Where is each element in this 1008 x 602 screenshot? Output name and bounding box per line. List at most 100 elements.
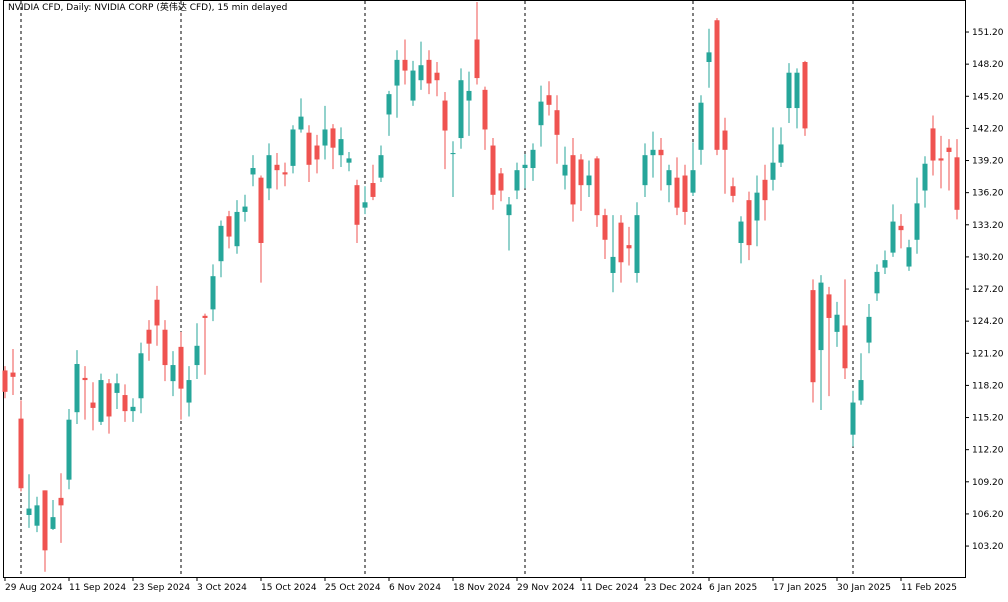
candle-body xyxy=(914,203,920,240)
candle-body xyxy=(738,221,744,243)
candle-body xyxy=(810,290,816,383)
candle-body xyxy=(458,80,464,139)
candle-body xyxy=(938,158,944,161)
candle-body xyxy=(306,132,312,165)
candle-body xyxy=(730,186,736,196)
candle-body xyxy=(634,215,640,273)
x-tick-label: 23 Dec 2024 xyxy=(645,583,703,593)
candle-body xyxy=(498,173,504,191)
candle-body xyxy=(234,211,240,247)
candle-body xyxy=(882,260,888,268)
candle-body xyxy=(418,65,424,81)
candle-body xyxy=(106,383,112,417)
candle-body xyxy=(690,170,696,193)
candle-body xyxy=(818,282,824,351)
candle-body xyxy=(170,365,176,382)
y-tick-label: 103.20 xyxy=(972,542,1004,552)
candle-body xyxy=(466,90,472,101)
candle-body xyxy=(314,145,320,160)
x-tick-label: 18 Nov 2024 xyxy=(453,583,511,593)
y-tick-label: 106.20 xyxy=(972,510,1004,520)
y-tick-label: 112.20 xyxy=(972,446,1004,456)
candle-body xyxy=(18,418,24,489)
y-tick-label: 151.20 xyxy=(972,28,1004,38)
candle-body xyxy=(626,245,632,249)
x-tick-label: 11 Dec 2024 xyxy=(581,583,639,593)
candle-body xyxy=(146,329,152,344)
candle-body xyxy=(874,271,880,294)
x-tick-label: 11 Feb 2025 xyxy=(901,583,957,593)
candle-body xyxy=(682,175,688,212)
candle-body xyxy=(802,62,808,129)
x-tick-label: 29 Nov 2024 xyxy=(517,583,575,593)
candle-body xyxy=(898,225,904,231)
candle-body xyxy=(866,316,872,343)
candle-body xyxy=(42,490,48,551)
candle-body xyxy=(194,345,200,366)
y-tick-label: 136.20 xyxy=(972,189,1004,199)
candle-body xyxy=(66,419,72,480)
candle-body xyxy=(426,59,432,84)
candle-body xyxy=(82,377,88,381)
candle-body xyxy=(778,144,784,163)
candle-body xyxy=(178,346,184,389)
candle-body xyxy=(610,256,616,273)
candle-body xyxy=(58,497,64,506)
candle-body xyxy=(186,380,192,403)
candle-body xyxy=(674,177,680,208)
candle-body xyxy=(114,383,120,393)
candle-body xyxy=(850,402,856,435)
chart-title: NVIDIA CFD, Daily: NVIDIA CORP (英伟达 CFD)… xyxy=(8,1,287,13)
candle-body xyxy=(594,158,600,216)
candle-body xyxy=(794,72,800,109)
candle-body xyxy=(274,164,280,171)
candle-body xyxy=(202,315,208,318)
candle-body xyxy=(210,276,216,310)
candle-body xyxy=(906,247,912,267)
candle-body xyxy=(410,70,416,101)
candle-body xyxy=(834,314,840,332)
candle-body xyxy=(954,157,960,210)
x-tick-label: 23 Sep 2024 xyxy=(133,583,190,593)
y-tick-label: 133.20 xyxy=(972,221,1004,231)
y-tick-label: 127.20 xyxy=(972,285,1004,295)
y-tick-label: 148.20 xyxy=(972,60,1004,70)
candle-body xyxy=(154,299,160,326)
candle-body xyxy=(930,128,936,161)
y-tick-label: 130.20 xyxy=(972,253,1004,263)
candle-body xyxy=(50,517,56,529)
y-tick-label: 124.20 xyxy=(972,317,1004,327)
candle-body xyxy=(826,294,832,318)
candle-body xyxy=(842,325,848,369)
candle-body xyxy=(330,128,336,148)
candle-body xyxy=(74,363,80,413)
x-tick-label: 11 Sep 2024 xyxy=(69,583,126,593)
candle-body xyxy=(602,215,608,240)
candle-body xyxy=(362,202,368,208)
candle-body xyxy=(282,172,288,175)
candle-body xyxy=(482,89,488,130)
y-tick-label: 145.20 xyxy=(972,92,1004,102)
candle-body xyxy=(242,206,248,212)
candle-body xyxy=(946,147,952,152)
x-tick-label: 17 Jan 2025 xyxy=(773,583,827,593)
candle-body xyxy=(562,164,568,176)
candle-body xyxy=(2,370,8,392)
candle-body xyxy=(786,72,792,109)
candle-body xyxy=(722,130,728,150)
x-tick-label: 3 Oct 2024 xyxy=(197,583,247,593)
candle-body xyxy=(338,139,344,156)
candle-body xyxy=(546,95,552,105)
candle-body xyxy=(530,149,536,169)
candle-body xyxy=(586,175,592,186)
candle-body xyxy=(450,153,456,155)
y-tick-label: 118.20 xyxy=(972,381,1004,391)
candle-body xyxy=(506,204,512,216)
x-tick-label: 6 Jan 2025 xyxy=(709,583,757,593)
candle-body xyxy=(618,222,624,263)
candle-body xyxy=(538,101,544,126)
candle-body xyxy=(890,221,896,253)
candle-body xyxy=(698,102,704,150)
candle-body xyxy=(762,179,768,201)
